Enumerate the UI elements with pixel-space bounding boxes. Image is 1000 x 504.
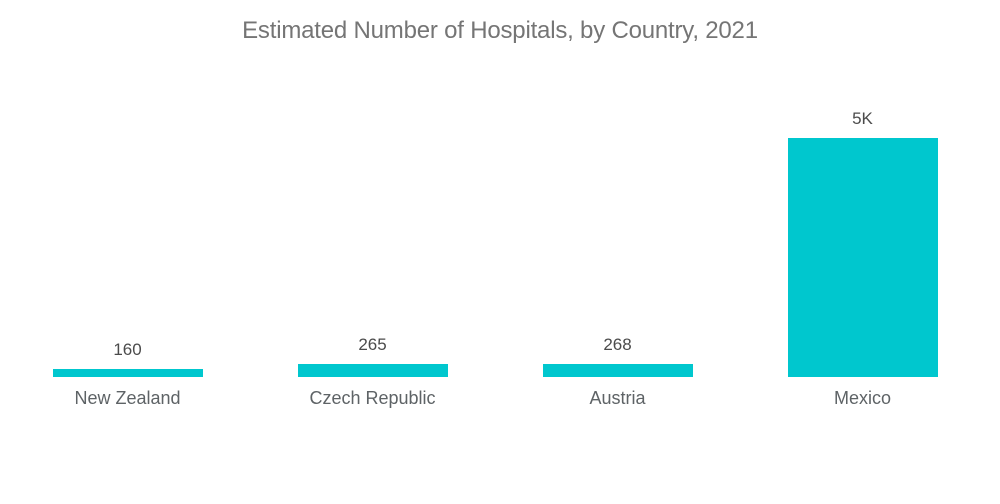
category-label-czech-republic: Czech Republic [309, 388, 436, 408]
value-label-czech-republic: 265 [358, 335, 387, 355]
plot-area: 160 New Zealand 265 Czech Republic 268 A… [5, 109, 985, 408]
bar-austria [542, 364, 693, 377]
bar-mexico [787, 138, 938, 377]
bar-czech-republic [297, 364, 448, 377]
bar-group-austria: 268 Austria [495, 335, 740, 408]
bar-new-zealand [52, 369, 203, 377]
chart-title: Estimated Number of Hospitals, by Countr… [242, 17, 758, 44]
bar-group-czech-republic: 265 Czech Republic [250, 335, 495, 408]
category-label-austria: Austria [589, 388, 646, 408]
category-label-mexico: Mexico [833, 388, 892, 408]
category-label-new-zealand: New Zealand [74, 388, 181, 408]
value-label-mexico: 5K [852, 109, 873, 129]
value-label-new-zealand: 160 [113, 340, 142, 360]
value-label-austria: 268 [603, 335, 632, 355]
bar-group-new-zealand: 160 New Zealand [5, 340, 250, 408]
bar-group-mexico: 5K Mexico [740, 109, 985, 408]
